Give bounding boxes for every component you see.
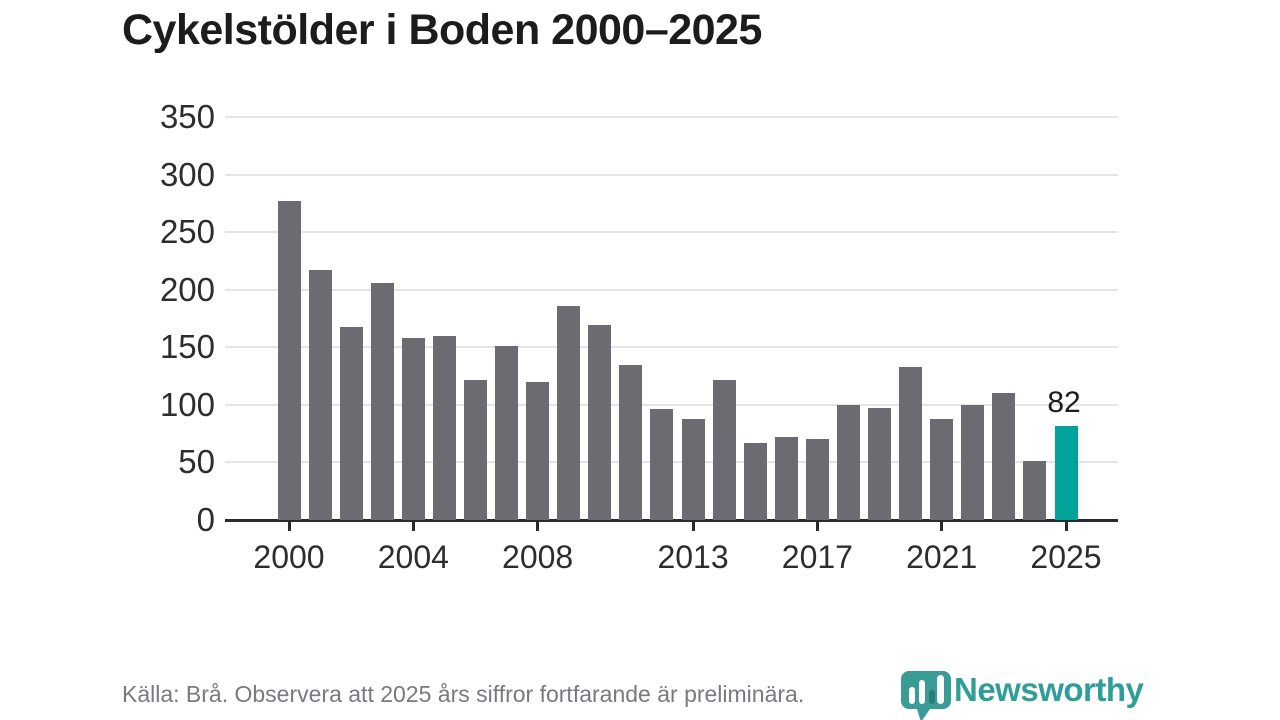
logo-bar-2: [919, 680, 925, 704]
y-axis-tick-label-350: 350: [159, 98, 215, 135]
logo-bar-1: [909, 687, 915, 704]
gridline-y-300: [225, 173, 1118, 176]
bar-2005[interactable]: [432, 335, 456, 520]
logo-bar-4: [937, 675, 944, 704]
x-axis-tick-2008: [536, 520, 540, 531]
x-axis-tick-2000: [287, 520, 291, 531]
newsworthy-wordmark: Newsworthy: [954, 671, 1144, 708]
bar-2003[interactable]: [370, 282, 394, 520]
newsworthy-pin-icon: [901, 671, 951, 720]
bar-2007[interactable]: [495, 346, 519, 520]
x-axis-tick-label-2004: 2004: [377, 539, 449, 575]
y-axis-tick-label-0: 0: [196, 501, 215, 538]
gridline-y-250: [225, 231, 1118, 234]
bar-2019[interactable]: [868, 408, 892, 520]
bar-2004[interactable]: [401, 338, 425, 520]
x-axis-tick-label-2008: 2008: [502, 539, 574, 575]
bar-2006[interactable]: [463, 379, 487, 520]
bar-2001[interactable]: [308, 270, 332, 520]
bar-2015[interactable]: [743, 442, 767, 520]
source-note: Källa: Brå. Observera att 2025 års siffr…: [122, 681, 805, 707]
bar-2008[interactable]: [526, 381, 550, 520]
logo-bar-3: [929, 690, 935, 704]
bar-2011[interactable]: [619, 364, 643, 520]
x-axis-tick-2017: [815, 520, 819, 531]
bar-2017[interactable]: [805, 439, 829, 520]
gridline-y-350: [225, 116, 1118, 118]
bar-2020[interactable]: [899, 366, 923, 520]
x-axis-tick-label-2021: 2021: [906, 539, 978, 575]
gridline-y-100: [225, 403, 1118, 406]
bar-2025[interactable]: [1054, 425, 1078, 520]
bar-2022[interactable]: [961, 404, 985, 520]
x-axis-tick-2021: [940, 520, 944, 531]
bar-2018[interactable]: [836, 404, 860, 520]
x-axis-line: [225, 519, 1118, 522]
x-axis-tick-2004: [411, 520, 415, 531]
bar-2014[interactable]: [712, 379, 736, 520]
x-axis-tick-2025: [1064, 520, 1068, 531]
x-axis-tick-label-2025: 2025: [1030, 539, 1102, 575]
bar-2016[interactable]: [774, 437, 798, 520]
gridline-y-200: [225, 288, 1118, 291]
y-axis-tick-label-100: 100: [159, 385, 215, 423]
bar-2023[interactable]: [992, 393, 1016, 520]
x-axis-tick-label-2013: 2013: [657, 539, 729, 575]
bar-2010[interactable]: [588, 325, 612, 520]
bar-2012[interactable]: [650, 409, 674, 520]
x-axis-tick-2013: [691, 520, 695, 531]
y-axis-tick-label-200: 200: [159, 270, 215, 308]
bar-2000[interactable]: [277, 201, 301, 520]
y-axis-tick-label-250: 250: [159, 213, 215, 251]
gridline-y-150: [225, 346, 1118, 349]
y-axis-tick-label-150: 150: [159, 328, 215, 366]
bar-chart-plot-area: 0 50 100 150 200 250 300 350 82 2000 2004 2008 2013 2…: [160, 99, 1118, 575]
bar-2002[interactable]: [339, 326, 363, 520]
bar-2024[interactable]: [1023, 461, 1047, 520]
highlight-value-label: 82: [1047, 385, 1081, 419]
bar-2021[interactable]: [930, 418, 954, 520]
chart-title: Cykelstölder i Boden 2000–2025: [122, 6, 762, 54]
x-axis-tick-label-2017: 2017: [781, 539, 853, 575]
x-axis-tick-label-2000: 2000: [253, 539, 325, 575]
bar-2013[interactable]: [681, 418, 705, 520]
y-axis-tick-label-300: 300: [159, 155, 215, 193]
bar-2009[interactable]: [557, 305, 581, 520]
y-axis-tick-label-50: 50: [178, 443, 215, 481]
